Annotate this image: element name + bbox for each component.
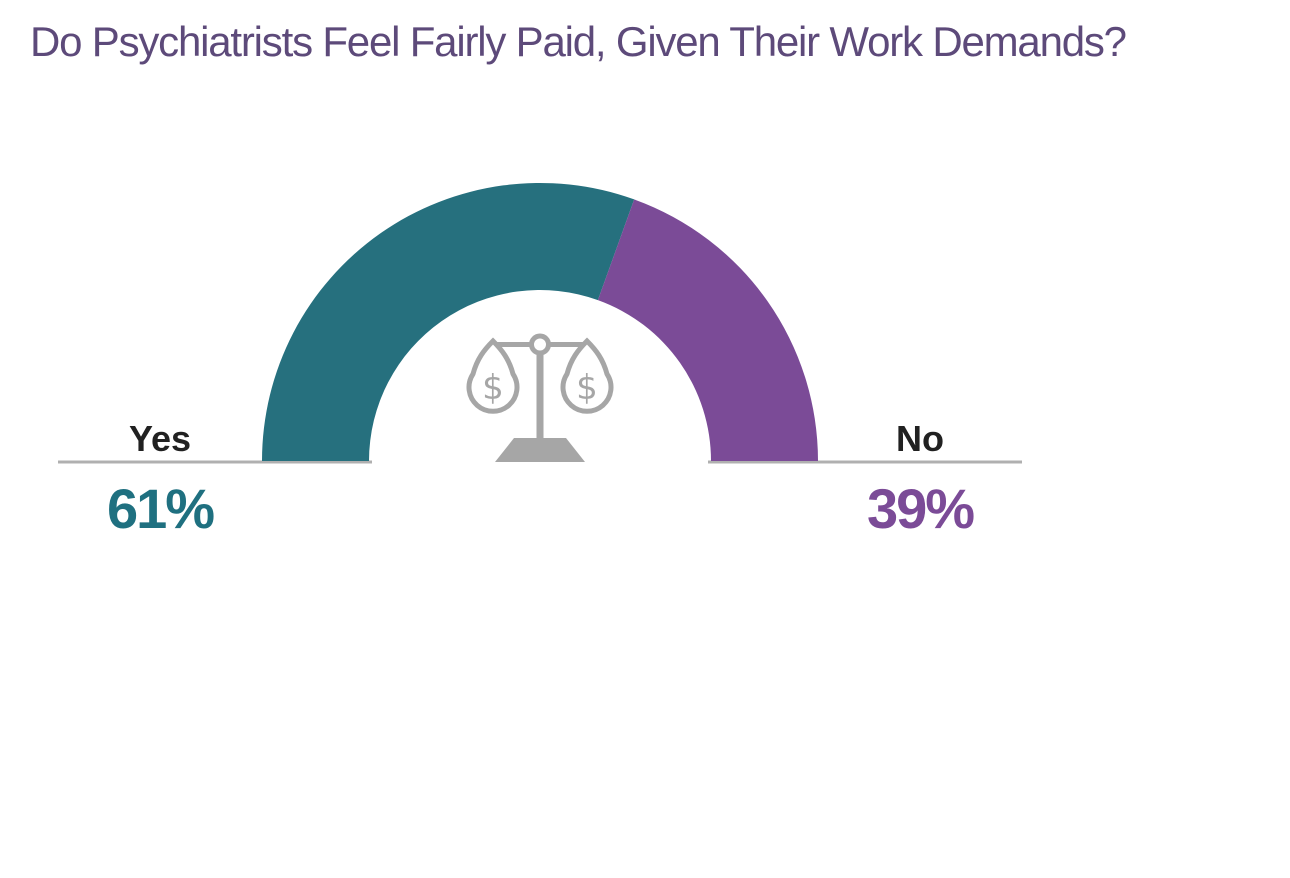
chart-title: Do Psychiatrists Feel Fairly Paid, Given… [30,18,1127,65]
baseline-left-line [58,460,372,464]
baseline-right-line [708,460,1022,464]
label-yes: Yes [128,418,192,459]
dollar-sign-right-icon: $ [576,368,598,408]
value-yes: 61% [106,477,215,540]
label-no: No [896,418,944,459]
scale-right-pan [560,337,614,414]
scale-base [495,438,585,462]
scale-post [536,347,544,447]
segment-yes [262,182,635,461]
value-no: 39% [866,477,975,540]
segment-no [597,199,818,461]
scale-left-pan [466,337,520,414]
balance-scale-icon: $ $ [466,333,614,462]
scale-pivot-icon [529,333,551,356]
dollar-sign-left-icon: $ [482,368,504,408]
